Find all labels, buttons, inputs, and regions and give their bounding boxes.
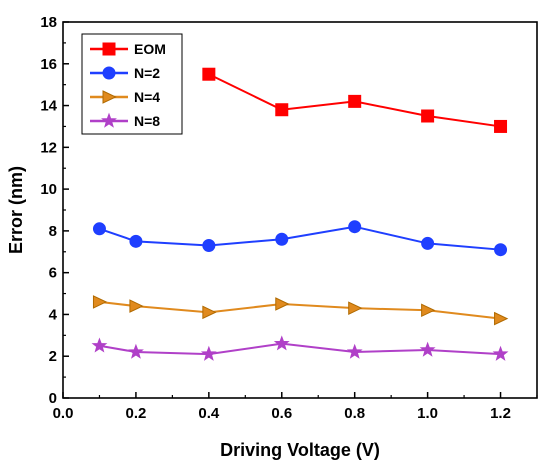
y-tick-label: 0 [49,390,57,407]
data-point [348,220,362,234]
legend-box [81,33,183,135]
y-tick-label: 6 [49,265,57,282]
data-point [346,343,363,359]
data-point [129,299,144,313]
x-tick-label: 0.4 [198,405,220,422]
legend-item: EOM [90,41,166,57]
data-point [421,109,435,123]
legend-label: EOM [134,41,166,57]
y-tick-label: 2 [49,348,57,365]
data-point [494,243,508,257]
data-point [92,295,108,309]
series-eom [202,67,508,133]
x-tick-label: 0.2 [125,405,146,422]
legend-marker [102,42,116,56]
y-tick-label: 16 [40,56,57,73]
y-tick-label: 14 [40,98,57,115]
x-tick-label: 0.6 [271,405,292,422]
x-tick-label: 1.0 [417,405,438,422]
data-point [348,301,363,315]
data-point [273,335,290,351]
data-point [202,305,217,320]
y-tick-label: 10 [40,181,57,198]
data-point [348,94,362,108]
series-n-2 [92,220,508,257]
y-tick-label: 4 [49,306,58,323]
data-point [275,297,290,311]
data-point [494,311,509,326]
data-point [202,67,216,81]
data-point [129,234,143,248]
data-point [202,239,216,253]
y-tick-label: 8 [49,223,57,240]
legend-label: N=8 [134,113,160,129]
legend: EOM N=2 N=4 N=8 [81,33,183,135]
y-tick-label: 12 [40,139,57,156]
legend-item: N=2 [90,65,160,81]
data-point [275,103,289,117]
data-point [421,236,435,250]
legend-item: N=8 [90,112,160,129]
data-point [421,303,436,318]
series-line [99,342,501,356]
data-point [419,341,436,357]
x-tick-label: 0.0 [53,405,74,422]
data-point [91,337,108,353]
series-n-8 [91,335,509,361]
data-point [200,345,217,361]
series-group [91,67,509,361]
data-point [492,345,509,361]
y-axis-label: Error (nm) [6,166,26,254]
data-point [275,232,289,246]
series-line [99,300,501,320]
y-tick-label: 18 [40,14,57,31]
series-line [99,225,501,251]
x-tick-label: 1.2 [490,405,511,422]
legend-label: N=2 [134,65,160,81]
data-point [92,222,106,236]
legend-marker [102,90,117,104]
legend-label: N=4 [134,89,160,105]
legend-marker [102,66,116,80]
data-point [127,343,144,359]
x-tick-label: 0.8 [344,405,365,422]
x-axis-label: Driving Voltage (V) [220,440,380,460]
series-n-4 [92,295,509,326]
data-point [494,119,508,133]
legend-marker [101,112,117,128]
axis-ticks: 0.0 0.2 0.4 0.6 0.8 1.0 1.2 0 2 4 6 8 10 12 14 16 18 [40,14,538,422]
legend-item: N=4 [90,89,160,105]
